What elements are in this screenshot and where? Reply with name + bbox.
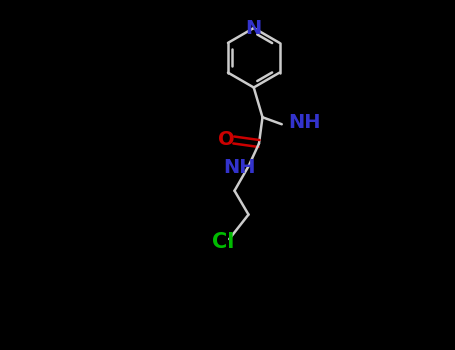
Text: Cl: Cl: [212, 232, 234, 252]
Text: N: N: [246, 19, 262, 37]
Text: NH: NH: [288, 113, 321, 132]
Text: O: O: [218, 130, 234, 149]
Text: NH: NH: [223, 159, 256, 177]
